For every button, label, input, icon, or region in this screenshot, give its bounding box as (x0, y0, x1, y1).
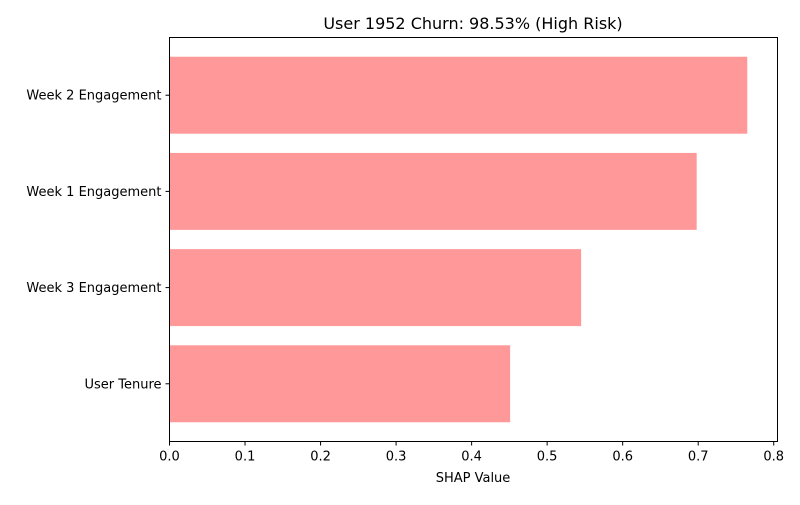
y-tick-label: Week 3 Engagement (26, 281, 161, 296)
y-axis-ticks: Week 2 Engagement Week 1 Engagement Week 3… (26, 89, 170, 392)
x-axis-ticks: 0.0 0.1 0.2 0.3 0.4 0.5 0.6 0.7 0.8 (159, 441, 784, 465)
x-tick-label: 0.6 (612, 450, 633, 465)
bar-week-1-engagement (169, 152, 697, 230)
x-tick-label: 0.3 (386, 450, 407, 465)
plot-frame (169, 37, 778, 442)
bar-user-tenure (169, 345, 511, 423)
y-tick-label: Week 2 Engagement (26, 89, 161, 104)
y-tick-label: User Tenure (84, 377, 161, 392)
x-axis-label: SHAP Value (436, 471, 511, 486)
x-tick-label: 0.1 (235, 450, 256, 465)
x-tick-label: 0.2 (310, 450, 331, 465)
x-tick-label: 0.5 (537, 450, 558, 465)
chart-title: User 1952 Churn: 98.53% (High Risk) (323, 14, 622, 33)
y-tick-label: Week 1 Engagement (26, 185, 161, 200)
x-tick-label: 0.4 (461, 450, 482, 465)
bar-week-2-engagement (169, 56, 748, 134)
x-tick-label: 0.7 (688, 450, 709, 465)
bar-week-3-engagement (169, 249, 582, 327)
bars-group (169, 56, 748, 423)
x-tick-label: 0.8 (763, 450, 784, 465)
x-tick-label: 0.0 (159, 450, 180, 465)
